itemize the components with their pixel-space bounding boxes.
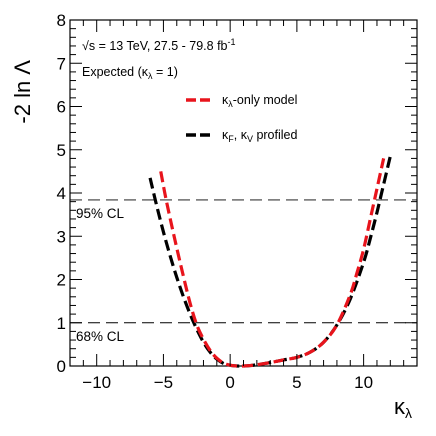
series-layer [148,155,392,368]
y-tick-label: 1 [57,314,66,333]
cl-label: 68% CL [76,329,125,344]
series-kappa-lambda-only-line [159,158,386,368]
legend-label-kf-kv-profiled: κF, κV profiled [222,128,297,144]
x-tick-label: −10 [82,373,111,392]
x-tick-label: 0 [225,373,234,392]
y-tick-label: 2 [57,271,66,290]
cl-label: 95% CL [76,206,125,221]
y-tick-label: 0 [57,357,66,376]
y-tick-label: 3 [57,227,66,246]
expected-annotation: Expected (κλ = 1) [82,65,178,81]
y-axis-title: -2 ln Λ [10,60,35,124]
y-tick-label: 5 [57,141,66,160]
lumi-unit-superscript: -1 [228,37,236,47]
legend: κλ-only model κF, κV profiled [186,93,297,144]
axis-ticks [69,19,418,367]
energy-lumi-text: √s = 13 TeV, 27.5 - 79.8 fb [82,39,228,53]
x-axis-title: κλ [394,394,412,421]
axis-tick-labels: −10 −5 0 5 10 0 1 2 3 4 5 6 7 8 [57,11,374,392]
y-tick-label: 4 [57,184,66,203]
x-tick-label: 10 [354,373,373,392]
energy-lumi-annotation: √s = 13 TeV, 27.5 - 79.8 fb-1 [82,37,236,53]
series-kf-kv-profiled-line [148,155,392,368]
y-tick-label: 8 [57,11,66,30]
y-tick-label: 6 [57,98,66,117]
x-tick-label: 5 [292,373,301,392]
confidence-level-lines: 95% CL 68% CL [70,199,417,344]
y-tick-label: 7 [57,54,66,73]
x-tick-label: −5 [154,373,173,392]
legend-label-kappa-lambda-only: κλ-only model [222,93,297,109]
